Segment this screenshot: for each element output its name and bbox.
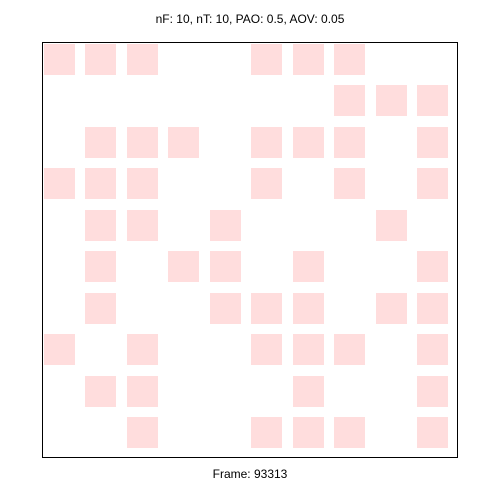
grid-cell-r8-c3 (127, 334, 158, 365)
grid-cell-r1-c7 (293, 44, 324, 75)
frame-label: Frame: 93313 (0, 467, 500, 481)
grid-cell-r10-c10 (417, 417, 448, 448)
grid-cell-r3-c2 (85, 127, 116, 158)
plot-title: nF: 10, nT: 10, PAO: 0.5, AOV: 0.05 (0, 12, 500, 26)
grid-cell-r5-c2 (85, 210, 116, 241)
grid-cell-r1-c1 (44, 44, 75, 75)
grid-cell-r7-c7 (293, 293, 324, 324)
grid-cell-r2-c8 (334, 85, 365, 116)
grid-cell-r9-c2 (85, 376, 116, 407)
grid-cell-r4-c10 (417, 168, 448, 199)
grid-cell-r4-c2 (85, 168, 116, 199)
grid-cell-r6-c10 (417, 251, 448, 282)
grid-cell-r10-c8 (334, 417, 365, 448)
grid-cell-r6-c4 (168, 251, 199, 282)
grid-cell-r4-c3 (127, 168, 158, 199)
grid-cell-r6-c7 (293, 251, 324, 282)
grid-cell-r3-c3 (127, 127, 158, 158)
grid-cell-r7-c5 (210, 293, 241, 324)
grid-cell-r7-c10 (417, 293, 448, 324)
grid-cell-r8-c8 (334, 334, 365, 365)
grid-cell-r9-c10 (417, 376, 448, 407)
grid-cell-r1-c8 (334, 44, 365, 75)
grid-cell-r4-c6 (251, 168, 282, 199)
grid-cell-r9-c3 (127, 376, 158, 407)
grid-cell-r7-c2 (85, 293, 116, 324)
grid-cell-r5-c5 (210, 210, 241, 241)
grid-cell-r8-c6 (251, 334, 282, 365)
grid-cell-r3-c4 (168, 127, 199, 158)
grid-cell-r3-c7 (293, 127, 324, 158)
grid-cell-r4-c8 (334, 168, 365, 199)
grid-cell-r1-c2 (85, 44, 116, 75)
grid-cell-r7-c9 (376, 293, 407, 324)
grid-cell-r10-c3 (127, 417, 158, 448)
grid-cell-r6-c5 (210, 251, 241, 282)
grid-cell-r9-c7 (293, 376, 324, 407)
grid-cell-r3-c8 (334, 127, 365, 158)
grid-cell-r10-c6 (251, 417, 282, 448)
grid-cell-r7-c6 (251, 293, 282, 324)
grid-cell-r6-c2 (85, 251, 116, 282)
grid-cell-r8-c7 (293, 334, 324, 365)
grid-cell-r5-c9 (376, 210, 407, 241)
grid-cell-r2-c9 (376, 85, 407, 116)
grid-cell-r3-c10 (417, 127, 448, 158)
grid-cell-r3-c6 (251, 127, 282, 158)
grid-cell-r4-c1 (44, 168, 75, 199)
grid-cell-r1-c3 (127, 44, 158, 75)
grid-cell-r10-c7 (293, 417, 324, 448)
grid-cell-r2-c10 (417, 85, 448, 116)
grid-cell-r8-c1 (44, 334, 75, 365)
grid-cell-r8-c10 (417, 334, 448, 365)
grid-frame (42, 42, 458, 458)
grid-cell-r1-c6 (251, 44, 282, 75)
grid-cell-r5-c3 (127, 210, 158, 241)
